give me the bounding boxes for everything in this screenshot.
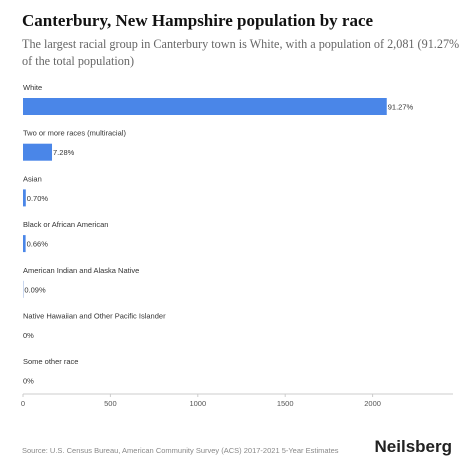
data-label: 7.28%	[53, 148, 75, 157]
x-tick-label: 1500	[277, 399, 294, 408]
category-label: White	[23, 83, 42, 92]
bar	[23, 98, 387, 115]
category-label: Two or more races (multiracial)	[23, 129, 126, 138]
bar	[23, 189, 26, 207]
data-label: 91.27%	[388, 103, 414, 112]
data-label: 0.70%	[27, 194, 49, 203]
data-label: 0%	[23, 331, 34, 340]
category-label: Asian	[23, 174, 42, 183]
bar	[23, 143, 53, 161]
x-tick-label: 500	[104, 399, 117, 408]
category-label: Black or African American	[23, 220, 108, 229]
data-label: 0%	[23, 377, 34, 386]
x-tick-label: 2000	[364, 399, 381, 408]
source-note: Source: U.S. Census Bureau, American Com…	[22, 446, 339, 455]
brand-logo: Neilsberg	[374, 437, 452, 456]
category-label: American Indian and Alaska Native	[23, 266, 139, 275]
data-label: 0.09%	[24, 285, 46, 294]
chart-subtitle: The largest racial group in Canterbury t…	[22, 37, 460, 68]
bar	[23, 235, 26, 253]
data-label: 0.66%	[27, 240, 49, 249]
bar	[23, 280, 24, 298]
x-tick-label: 1000	[189, 399, 206, 408]
chart-title: Canterbury, New Hampshire population by …	[22, 11, 374, 30]
category-label: Some other race	[23, 357, 78, 366]
x-tick-label: 0	[21, 399, 25, 408]
category-label: Native Hawaiian and Other Pacific Island…	[23, 312, 166, 321]
